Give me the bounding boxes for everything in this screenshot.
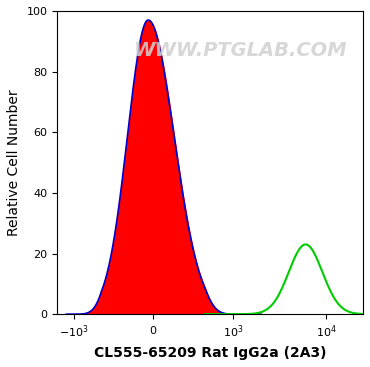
- Y-axis label: Relative Cell Number: Relative Cell Number: [7, 89, 21, 236]
- X-axis label: CL555-65209 Rat IgG2a (2A3): CL555-65209 Rat IgG2a (2A3): [94, 346, 326, 360]
- Text: WWW.PTGLAB.COM: WWW.PTGLAB.COM: [134, 41, 347, 60]
